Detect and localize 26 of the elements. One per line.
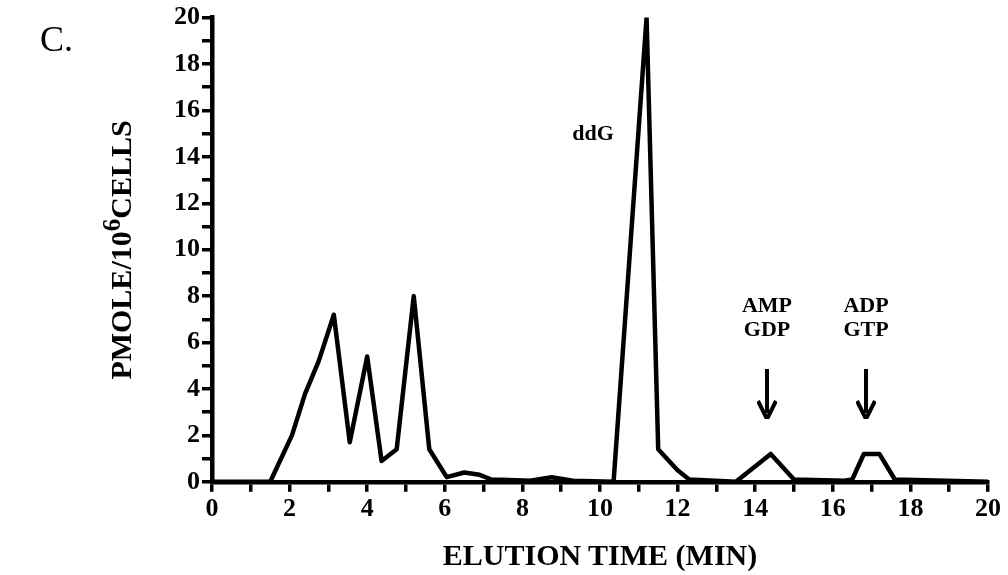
y-tick-label: 8	[187, 279, 200, 309]
x-tick-label: 8	[515, 493, 529, 523]
x-axis-title: ELUTION TIME (MIN)	[442, 538, 758, 572]
x-tick-label: 14	[742, 493, 769, 523]
annotation: ddG	[572, 119, 614, 145]
x-tick-label: 2	[283, 493, 297, 523]
x-tick-label: 12	[664, 493, 691, 523]
y-tick-label: 0	[187, 465, 200, 495]
y-tick-label: 6	[187, 326, 200, 356]
y-tick-label: 10	[174, 233, 200, 263]
y-tick-label: 12	[174, 187, 200, 216]
x-tick-label: 4	[360, 493, 374, 523]
chart-title: C.	[40, 18, 74, 60]
x-tick-label: 16	[819, 493, 846, 523]
y-tick-label: 18	[174, 47, 200, 77]
annotation: AMP GDP	[741, 291, 793, 341]
x-tick-label: 20	[975, 493, 1001, 523]
y-tick-label: 20	[174, 1, 200, 31]
y-tick-label: 14	[174, 140, 200, 170]
x-tick-label: 6	[438, 493, 452, 523]
y-tick-label: 4	[187, 372, 200, 402]
y-tick-label: 16	[174, 94, 200, 124]
y-tick-label: 2	[187, 419, 200, 449]
x-tick-label: 10	[587, 493, 613, 523]
annotation: ADP GTP	[843, 291, 889, 341]
x-tick-label: 18	[897, 493, 924, 523]
